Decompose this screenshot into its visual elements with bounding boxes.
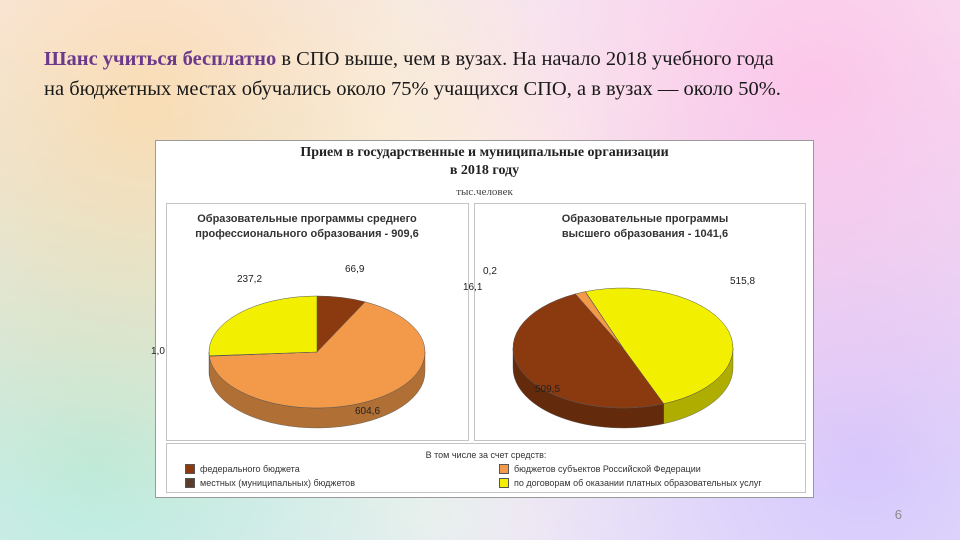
slide-text-accent: Шанс учиться бесплатно: [44, 48, 277, 70]
pie-label-municipal: 0,2: [483, 266, 497, 277]
pie-slice-federal: [512, 293, 665, 409]
chart-title-year: в 2018 году: [449, 163, 520, 178]
pie-title-vo: Образовательные программы высшего образо…: [545, 212, 745, 242]
pie-chart-vo: 515,8 509,5 16,10,2: [463, 266, 755, 429]
pie-label-paid: 515,8: [730, 276, 755, 287]
pie-slice-municipal: [584, 291, 624, 349]
slide-text-line1: в СПО выше, чем в вузах. На начало 2018 …: [276, 48, 774, 70]
legend-swatch-federal: [185, 464, 195, 474]
pie-label-federal: 66,9: [345, 264, 365, 275]
pie-panel-vo: Образовательные программы высшего образо…: [463, 203, 806, 441]
pie-label-regional: 16,1: [463, 282, 483, 293]
slide-body-text: Шанс учиться бесплатно в СПО выше, чем в…: [44, 44, 924, 104]
chart-figure: Прием в государственные и муниципальные …: [151, 140, 814, 498]
chart-units: тыс.человек: [456, 186, 513, 198]
chart-legend: В том числе за счет средств: федеральног…: [166, 443, 806, 493]
page-number: 6: [894, 507, 902, 522]
legend-item-regional: бюджетов субъектов Российской Федерации: [499, 464, 701, 474]
pie-chart-spo: 66,9 604,6 1,0 237,2: [151, 264, 426, 429]
legend-label-municipal: местных (муниципальных) бюджетов: [200, 478, 355, 488]
pie-label-regional: 604,6: [355, 406, 380, 417]
pie-label-federal: 509,5: [535, 384, 560, 395]
pie-slice-regional: [209, 301, 426, 409]
slide-text-line2: на бюджетных местах обучались около 75% …: [44, 78, 781, 100]
pie-label-municipal: 1,0: [151, 346, 165, 357]
legend-heading: В том числе за счет средств:: [425, 450, 547, 460]
pie-title-spo: Образовательные программы среднего профе…: [187, 212, 427, 242]
pie-label-paid: 237,2: [237, 274, 262, 285]
legend-item-municipal: местных (муниципальных) бюджетов: [185, 478, 355, 488]
legend-label-regional: бюджетов субъектов Российской Федерации: [514, 464, 701, 474]
pie-title-spo-line2: профессионального образования - 909,6: [195, 228, 419, 240]
legend-swatch-regional: [499, 464, 509, 474]
pie-title-spo-line1: Образовательные программы среднего: [197, 213, 417, 225]
pie-title-vo-line1: Образовательные программы: [561, 213, 729, 225]
legend-swatch-paid: [499, 478, 509, 488]
legend-label-paid: по договорам об оказании платных образов…: [514, 478, 762, 488]
pie-slice-paid: [208, 295, 318, 357]
chart-title: Прием в государственные и муниципальные …: [300, 145, 669, 160]
legend-item-paid: по договорам об оказании платных образов…: [499, 478, 762, 488]
pie-slice-paid: [584, 287, 734, 405]
legend-swatch-municipal: [185, 478, 195, 488]
legend-item-federal: федерального бюджета: [185, 464, 300, 474]
pie-title-vo-line2: высшего образования - 1041,6: [561, 228, 729, 240]
legend-label-federal: федерального бюджета: [200, 464, 300, 474]
pie-panel-spo: Образовательные программы среднего профе…: [151, 203, 469, 441]
